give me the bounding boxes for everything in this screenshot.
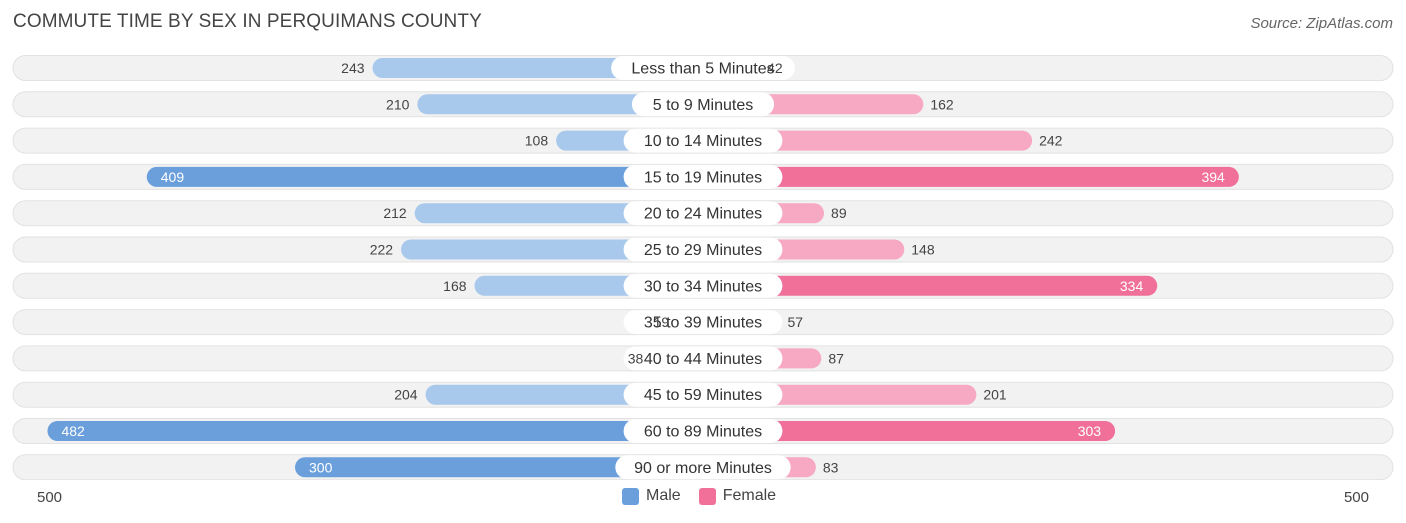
value-label-male: 482 [61,423,85,439]
value-label-male: 168 [443,278,467,294]
value-label-female: 83 [823,459,839,475]
value-label-male: 210 [386,96,410,112]
category-label: 90 or more Minutes [634,460,772,477]
value-label-female: 87 [828,350,844,366]
chart-title: COMMUTE TIME BY SEX IN PERQUIMANS COUNTY [13,11,482,32]
category-label-bg [623,128,783,153]
category-label: 35 to 39 Minutes [644,315,762,332]
value-label-male: 19 [654,314,670,330]
value-label-male: 108 [525,133,549,149]
bar-male [417,94,703,115]
value-label-male: 212 [383,205,407,221]
category-label-bg [623,346,783,371]
value-label-male: 222 [370,242,394,258]
legend-item-female[interactable]: Female [698,487,777,505]
category-label: 45 to 59 Minutes [644,387,762,404]
bar-female [703,166,1239,187]
category-label-bg [615,455,791,480]
legend-item-male[interactable]: Male [622,487,681,505]
value-label-female: 162 [930,96,954,112]
category-label-bg [623,201,783,226]
value-label-female: 394 [1201,169,1225,185]
value-label-female: 57 [788,314,804,330]
bar-female [703,275,1158,296]
value-label-female: 148 [911,242,935,258]
value-label-male: 38 [628,350,644,366]
value-label-male: 243 [341,60,365,76]
value-label-female: 303 [1078,423,1102,439]
legend-label-male: Male [646,487,681,504]
category-label: 40 to 44 Minutes [644,351,762,368]
category-label: 25 to 29 Minutes [644,242,762,259]
category-label-bg [623,382,783,407]
value-label-male: 409 [161,169,185,185]
legend-swatch-male [622,487,639,505]
chart-area: Less than 5 Minutes 243 42 5 to 9 Minutes 21… [12,55,1394,480]
category-label-bg [623,310,783,335]
category-label: Less than 5 Minutes [631,61,774,78]
legend: Male Female [622,487,794,505]
source-label: Source: ZipAtlas.com [1250,15,1393,32]
category-label-bg [631,92,775,117]
bar-male [295,457,703,478]
value-label-female: 334 [1120,278,1144,294]
category-label: 5 to 9 Minutes [653,97,754,114]
category-label-bg [623,273,783,298]
category-label-bg [623,237,783,262]
axis-right-label: 500 [1343,489,1369,506]
category-label: 20 to 24 Minutes [644,206,762,223]
value-label-male: 300 [309,459,333,475]
value-label-female: 242 [1039,133,1063,149]
value-label-male: 204 [394,387,418,403]
bar-female [703,130,1033,151]
bar-male [146,166,703,187]
bar-male [47,421,704,441]
category-label-bg [623,419,783,443]
category-label: 60 to 89 Minutes [644,424,762,441]
legend-label-female: Female [722,487,777,504]
category-label-bg [623,164,783,189]
category-label-bg [611,56,795,80]
value-label-female: 201 [983,387,1007,403]
bar-female [703,421,1116,441]
value-label-female: 42 [767,60,783,76]
axis-left-label: 500 [37,489,63,506]
category-label: 30 to 34 Minutes [644,278,762,295]
value-label-female: 89 [831,205,847,221]
legend-swatch-female [698,487,716,505]
category-label: 10 to 14 Minutes [644,133,762,150]
category-label: 15 to 19 Minutes [644,169,762,186]
